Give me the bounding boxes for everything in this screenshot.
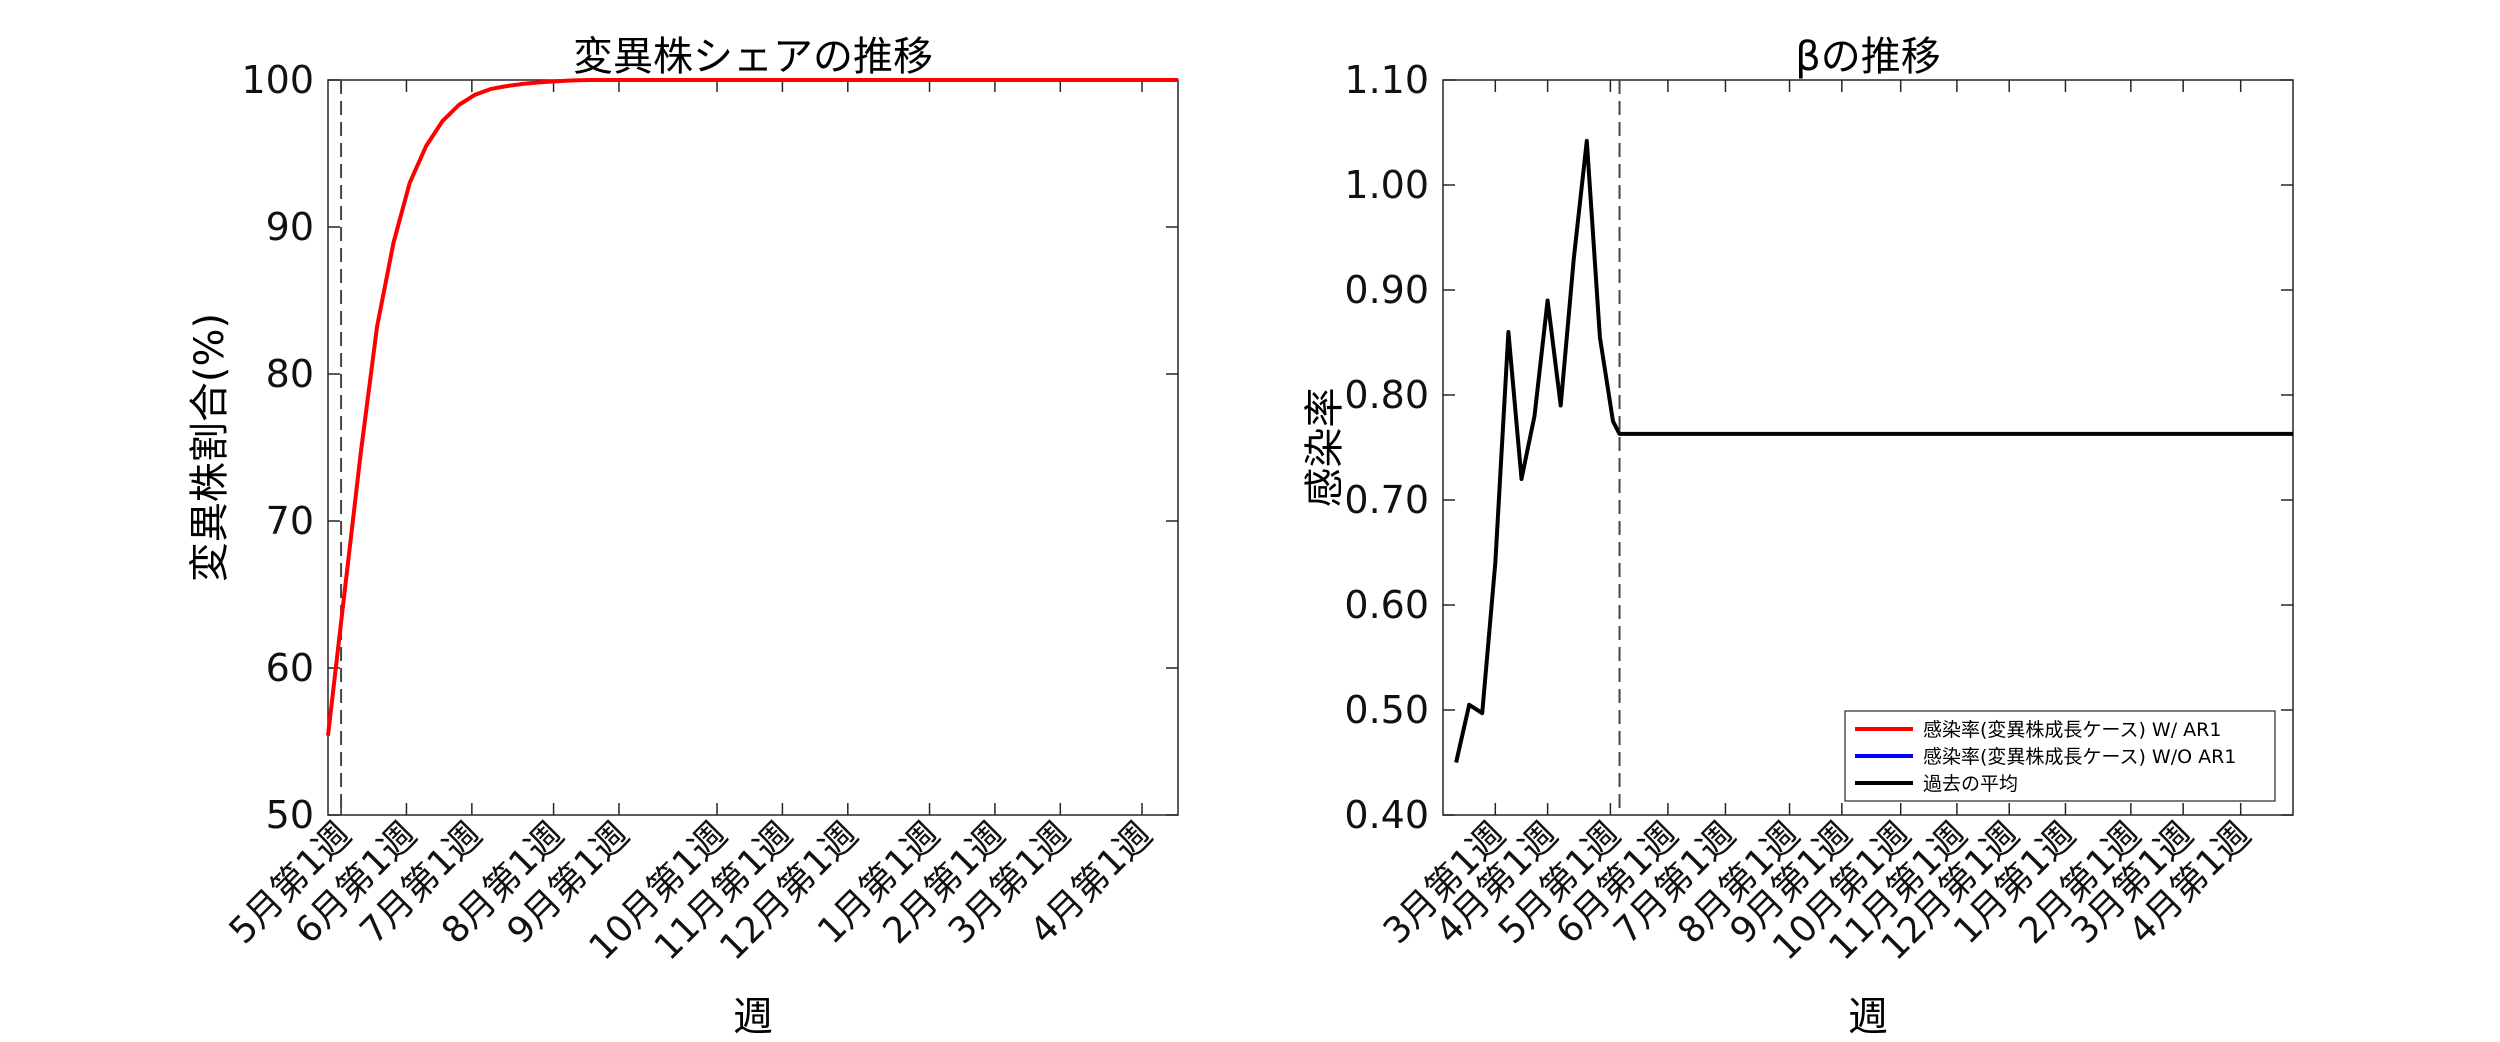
y-tick-label: 0.80: [1344, 373, 1429, 417]
y-tick-label: 100: [241, 58, 314, 102]
axes-box: [327, 79, 1179, 816]
axes-box: [1442, 79, 2294, 816]
legend-label: 過去の平均: [1923, 773, 2018, 795]
y-tick-label: 1.10: [1344, 58, 1429, 102]
y-tick-label: 60: [266, 646, 314, 690]
y-tick-label: 90: [266, 205, 314, 249]
y-tick-label: 50: [266, 793, 314, 837]
series-line-0: [326, 78, 1178, 736]
series-line-0: [1454, 138, 2293, 763]
y-tick-label: 0.90: [1344, 268, 1429, 312]
x-axis-label: 週: [733, 994, 773, 1040]
legend-box: [1844, 710, 2276, 802]
chart-title: βの推移: [1795, 34, 1941, 80]
y-axis-label: 変異株割合(%): [187, 313, 233, 582]
legend-label: 感染率(変異株成長ケース) W/ AR1: [1923, 719, 2221, 741]
y-tick-label: 0.60: [1344, 583, 1429, 627]
x-axis-label: 週: [1848, 994, 1888, 1040]
y-tick-label: 1.00: [1344, 163, 1429, 207]
chart-variant-share: 変異株シェアの推移50607080901005月第1週6月第1週7月第1週8月第…: [187, 34, 1179, 1040]
y-tick-label: 0.50: [1344, 688, 1429, 732]
y-axis-label: 感染率: [1302, 388, 1348, 508]
legend: 感染率(変異株成長ケース) W/ AR1 感染率(変異株成長ケース) W/O AR…: [1844, 710, 2276, 802]
y-tick-label: 0.40: [1344, 793, 1429, 837]
y-tick-label: 80: [266, 352, 314, 396]
chart-title: 変異株シェアの推移: [573, 34, 933, 80]
chart-beta: βの推移0.400.500.600.700.800.901.001.103月第1…: [1302, 34, 2294, 1040]
y-tick-label: 70: [266, 499, 314, 543]
y-tick-label: 0.70: [1344, 478, 1429, 522]
legend-label: 感染率(変異株成長ケース) W/O AR1: [1923, 746, 2236, 768]
